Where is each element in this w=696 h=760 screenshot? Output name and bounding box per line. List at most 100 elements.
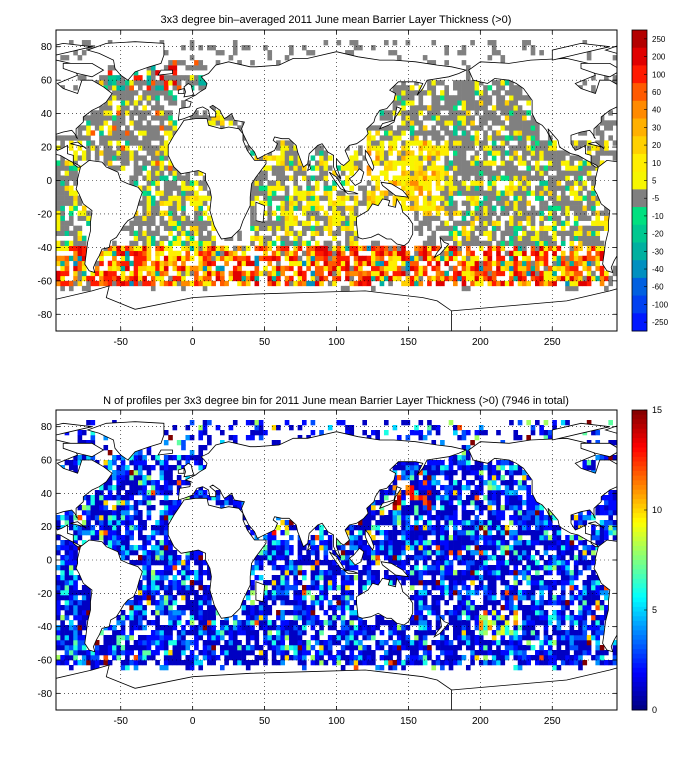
bin-cell <box>604 650 609 656</box>
bin-cell <box>405 265 411 272</box>
bin-cell <box>159 125 165 131</box>
bin-cell <box>483 595 488 601</box>
bin-cell <box>310 280 316 287</box>
bin-cell <box>345 165 350 171</box>
bin-cell <box>137 130 143 136</box>
bin-cell <box>526 230 531 236</box>
bin-cell <box>314 255 320 262</box>
bin-cell <box>509 645 514 651</box>
bin-cell <box>297 580 303 586</box>
bin-cell <box>539 230 544 236</box>
bin-cell <box>56 220 61 226</box>
bin-cell <box>586 575 592 581</box>
bin-cell <box>586 215 592 221</box>
bin-cell <box>159 90 165 96</box>
bin-cell <box>612 140 618 146</box>
bin-cell <box>185 245 191 252</box>
bin-cell <box>591 85 596 91</box>
bin-cell <box>207 595 212 601</box>
bin-cell <box>431 80 437 86</box>
bin-cell <box>565 660 570 666</box>
bin-cell <box>526 595 531 601</box>
bin-cell <box>431 100 437 106</box>
bin-cell <box>345 655 350 661</box>
bin-cell <box>535 630 540 636</box>
bin-cell <box>440 585 445 591</box>
bin-cell <box>323 210 329 216</box>
bin-cell <box>142 610 147 616</box>
bin-cell <box>125 280 130 287</box>
bin-cell <box>314 195 320 201</box>
bin-cell <box>263 235 268 241</box>
bin-cell <box>112 250 117 257</box>
bin-cell <box>159 165 165 171</box>
bin-cell <box>526 215 531 221</box>
bin-cell <box>202 610 208 616</box>
bin-cell <box>461 45 467 51</box>
bin-cell <box>543 630 549 636</box>
bin-cell <box>539 200 544 206</box>
bin-cell <box>146 225 152 231</box>
bin-cell <box>103 75 109 81</box>
bin-cell <box>560 660 566 666</box>
bin-cell <box>306 190 311 196</box>
bin-cell <box>522 160 527 166</box>
bin-cell <box>448 265 454 272</box>
bin-cell <box>280 185 286 191</box>
bin-cell <box>319 170 324 176</box>
bin-cell <box>155 200 160 206</box>
bin-cell <box>366 255 372 262</box>
bin-cell <box>176 635 182 641</box>
bin-cell <box>440 665 445 671</box>
bin-cell <box>470 260 475 267</box>
bin-cell <box>517 235 523 241</box>
bin-cell <box>314 265 320 272</box>
bin-cell <box>487 250 493 257</box>
bin-cell <box>517 105 523 111</box>
bin-cell <box>125 225 130 231</box>
bin-cell <box>461 200 467 206</box>
bin-cell <box>267 630 273 636</box>
bin-cell <box>500 615 506 621</box>
bin-cell <box>142 250 147 257</box>
bin-cell <box>56 280 61 287</box>
bin-cell <box>163 565 169 571</box>
bin-cell <box>319 650 324 656</box>
bin-cell <box>543 185 549 191</box>
bin-cell <box>211 120 216 126</box>
bin-cell <box>470 210 475 216</box>
bin-cell <box>560 630 566 636</box>
bin-cell <box>64 615 70 621</box>
bin-cell <box>90 45 96 51</box>
coastline <box>177 87 185 94</box>
bin-cell <box>556 170 562 176</box>
bin-cell <box>509 230 514 236</box>
bin-cell <box>116 265 122 272</box>
bin-cell <box>526 590 531 596</box>
bin-cell <box>543 240 549 247</box>
bin-cell <box>172 175 178 181</box>
bin-cell <box>293 170 298 176</box>
bin-cell <box>418 630 424 636</box>
bin-cell <box>194 110 199 116</box>
bin-cell <box>68 605 74 611</box>
bin-cell <box>470 265 475 272</box>
bin-cell <box>573 260 579 267</box>
bin-cell <box>444 570 449 576</box>
bin-cell <box>573 210 579 216</box>
bin-cell <box>465 275 471 282</box>
bin-cell <box>526 610 531 616</box>
bin-cell <box>496 620 501 626</box>
bin-cell <box>219 270 225 277</box>
bin-cell <box>280 165 286 171</box>
bin-cell <box>155 180 160 186</box>
bin-cell <box>409 85 415 91</box>
bin-cell <box>465 210 471 216</box>
bin-cell <box>202 195 208 201</box>
bin-cell <box>496 245 501 252</box>
bin-cell <box>414 605 419 611</box>
bin-cell <box>289 155 294 161</box>
bin-cell <box>293 245 298 252</box>
bin-cell <box>444 260 449 267</box>
bin-cell <box>465 75 471 81</box>
